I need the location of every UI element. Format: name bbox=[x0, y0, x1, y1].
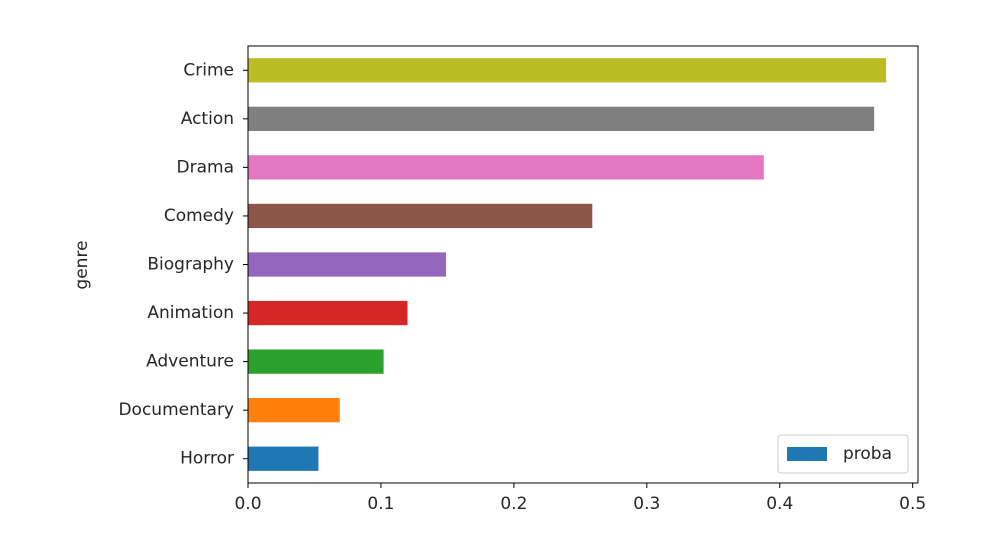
x-tick-label: 0.3 bbox=[633, 494, 660, 514]
x-tick-label: 0.2 bbox=[500, 494, 527, 514]
y-axis-label: genre bbox=[72, 240, 92, 289]
legend-box bbox=[777, 434, 909, 474]
y-tick-label: Animation bbox=[147, 303, 234, 323]
y-tick-label: Horror bbox=[180, 449, 234, 469]
bar bbox=[248, 300, 408, 326]
bar bbox=[248, 252, 447, 277]
y-tick-label: Action bbox=[181, 109, 234, 129]
x-tick-label: 0.4 bbox=[766, 494, 793, 514]
legend-swatch bbox=[787, 447, 827, 461]
bar bbox=[248, 446, 319, 471]
x-tick-label: 0.0 bbox=[234, 494, 261, 514]
bar bbox=[248, 155, 764, 180]
bar bbox=[248, 203, 593, 229]
y-tick-label: Drama bbox=[177, 157, 234, 177]
legend-label: proba bbox=[843, 444, 892, 464]
bar bbox=[248, 106, 875, 131]
y-tick-label: Adventure bbox=[146, 352, 234, 372]
bar bbox=[248, 398, 340, 423]
x-tick-label: 0.1 bbox=[367, 494, 394, 514]
y-tick-label: Comedy bbox=[164, 206, 234, 226]
y-tick-label: Biography bbox=[147, 255, 234, 275]
y-tick-label: Crime bbox=[183, 60, 234, 80]
bar bbox=[248, 58, 887, 83]
x-tick-label: 0.5 bbox=[899, 494, 926, 514]
y-tick-label: Documentary bbox=[118, 400, 234, 420]
bar bbox=[248, 349, 384, 374]
